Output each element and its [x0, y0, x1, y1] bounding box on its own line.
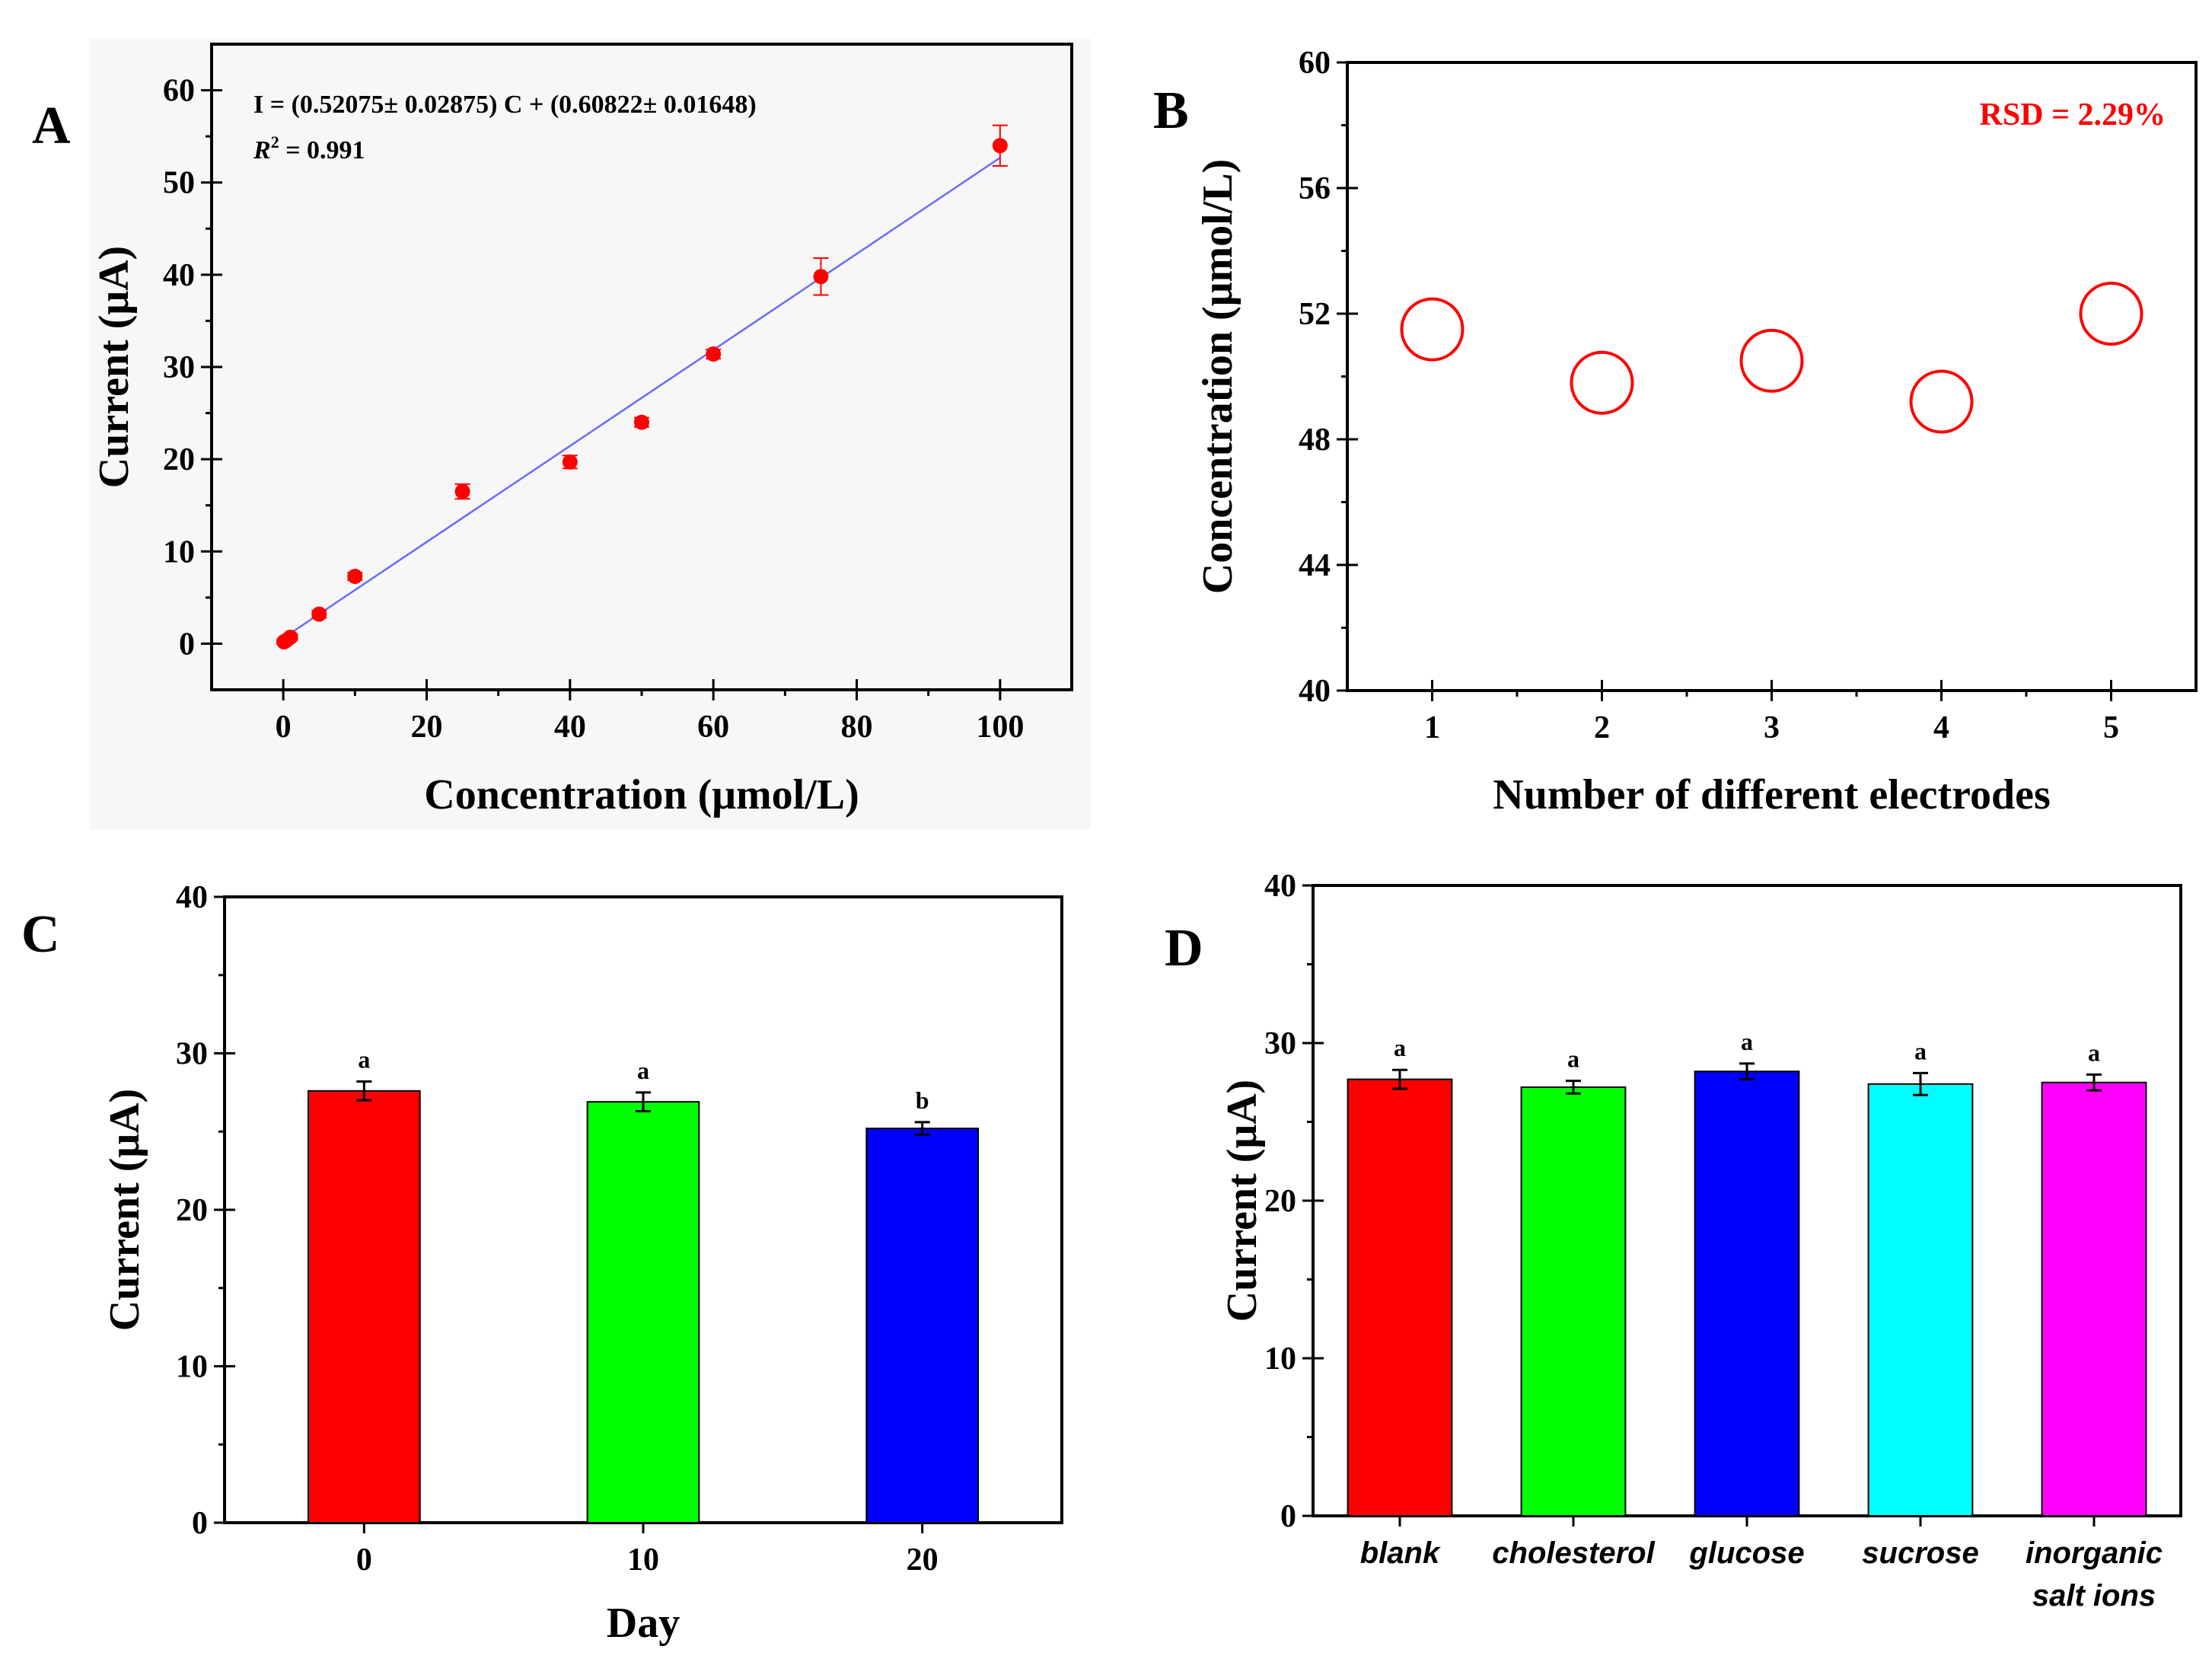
x-axis-title: Day [607, 1600, 680, 1647]
data-point [706, 346, 722, 362]
data-point [813, 269, 829, 285]
x-tick-label: 3 [1764, 710, 1780, 745]
panel-d-letter: D [1165, 919, 1203, 978]
significance-label: b [916, 1086, 929, 1114]
x-category-label: glucose [1688, 1536, 1804, 1570]
y-tick-label: 0 [192, 1506, 208, 1541]
y-tick-label: 44 [1299, 548, 1331, 583]
bar [1867, 1083, 1974, 1517]
plot-frame [1346, 61, 2198, 692]
x-tick-label: 4 [1933, 710, 1949, 745]
x-axis-title: Concentration (μmol/L) [424, 771, 859, 818]
bar [586, 1101, 700, 1523]
bar [1520, 1086, 1627, 1517]
y-tick-label: 40 [1264, 869, 1296, 904]
data-point [311, 606, 327, 622]
data-point [562, 454, 578, 470]
y-tick-label: 40 [1299, 674, 1331, 709]
panel-b-letter: B [1153, 81, 1189, 140]
y-tick-label: 50 [163, 166, 195, 201]
panel-a-letter: A [32, 97, 71, 155]
panel-b: 40 44 48 52 56 60 1 2 3 4 5 Number of different ele… [1194, 46, 2198, 818]
significance-label: a [1394, 1034, 1406, 1061]
data-point [634, 414, 649, 430]
y-tick-label: 40 [163, 258, 195, 293]
x-tick-label: 20 [907, 1543, 939, 1578]
x-tick-label: 5 [2103, 710, 2119, 745]
y-tick-label: 52 [1299, 297, 1331, 332]
bar [1347, 1078, 1453, 1517]
r-squared: R2 = 0.991 [253, 132, 365, 164]
significance-label: a [1914, 1037, 1927, 1064]
panel-a-background [90, 38, 1091, 830]
x-category-label: blank [1360, 1536, 1441, 1570]
panel-c: 0 10 20 30 40 Day Current (μA) a 0 a 10 b 20 [101, 880, 1063, 1647]
y-tick-label: 20 [1264, 1184, 1296, 1219]
y-tick-label: 20 [163, 442, 195, 477]
x-tick-label: 60 [697, 710, 729, 745]
significance-label: a [1567, 1045, 1579, 1073]
x-tick-label: 80 [841, 710, 873, 745]
significance-label: a [637, 1057, 649, 1084]
panel-a: 0 10 20 30 40 50 60 0 20 40 60 80 100 Concentration (… [91, 43, 1073, 818]
significance-label: a [358, 1045, 370, 1073]
y-axis-title: Current (μA) [1219, 1080, 1266, 1322]
bar [865, 1128, 980, 1523]
regression-equation: I = (0.52075± 0.02875) C + (0.60822± 0.0… [253, 91, 757, 119]
y-tick-label: 30 [176, 1037, 208, 1072]
y-tick-label: 0 [1280, 1499, 1296, 1534]
y-tick-label: 60 [1299, 46, 1331, 81]
significance-label: a [1741, 1028, 1753, 1055]
x-tick-label: 0 [276, 710, 292, 745]
data-point [454, 483, 470, 499]
x-tick-label: 100 [976, 710, 1024, 745]
x-tick-label: 1 [1424, 710, 1440, 745]
data-point [1909, 369, 1974, 434]
y-tick-label: 10 [163, 534, 195, 569]
data-point [282, 629, 298, 645]
y-tick-label: 20 [176, 1193, 208, 1228]
fit-line [282, 157, 1001, 640]
y-tick-label: 48 [1299, 423, 1331, 458]
data-point [1570, 350, 1634, 415]
y-axis-title: Current (μA) [91, 246, 138, 488]
bar [2041, 1081, 2147, 1517]
y-tick-label: 40 [176, 880, 208, 915]
y-tick-label: 60 [163, 74, 195, 109]
x-tick-label: 2 [1594, 710, 1610, 745]
y-tick-label: 10 [176, 1350, 208, 1385]
x-tick-label: 40 [554, 710, 586, 745]
data-point [992, 138, 1008, 154]
x-tick-label: 20 [411, 710, 443, 745]
x-category-label: salt ions [2032, 1579, 2156, 1613]
x-category-label: inorganic [2026, 1536, 2163, 1570]
x-category-label: sucrose [1862, 1536, 1978, 1570]
data-point [1400, 297, 1465, 362]
y-axis-title: Concentration (μmol/L) [1194, 159, 1241, 594]
x-tick-label: 10 [627, 1543, 659, 1578]
y-tick-label: 30 [163, 350, 195, 385]
data-point [2079, 282, 2143, 346]
y-tick-label: 56 [1299, 171, 1331, 206]
bar [308, 1090, 421, 1523]
y-tick-label: 10 [1264, 1342, 1296, 1377]
bar [1694, 1070, 1800, 1517]
x-axis-title: Number of different electrodes [1493, 771, 2050, 818]
panel-c-letter: C [21, 905, 60, 964]
x-tick-label: 0 [356, 1543, 372, 1578]
y-tick-label: 0 [179, 627, 195, 662]
rsd-annotation: RSD = 2.29% [1980, 97, 2166, 132]
panel-d: 0 10 20 30 40 Current (μA) a blank a cholesterol a… [1219, 869, 2182, 1613]
x-category-label: cholesterol [1492, 1536, 1655, 1570]
y-axis-title: Current (μA) [101, 1089, 148, 1331]
y-tick-label: 30 [1264, 1026, 1296, 1061]
data-point [1739, 328, 1804, 393]
data-point [347, 568, 363, 584]
significance-label: a [2088, 1038, 2100, 1066]
